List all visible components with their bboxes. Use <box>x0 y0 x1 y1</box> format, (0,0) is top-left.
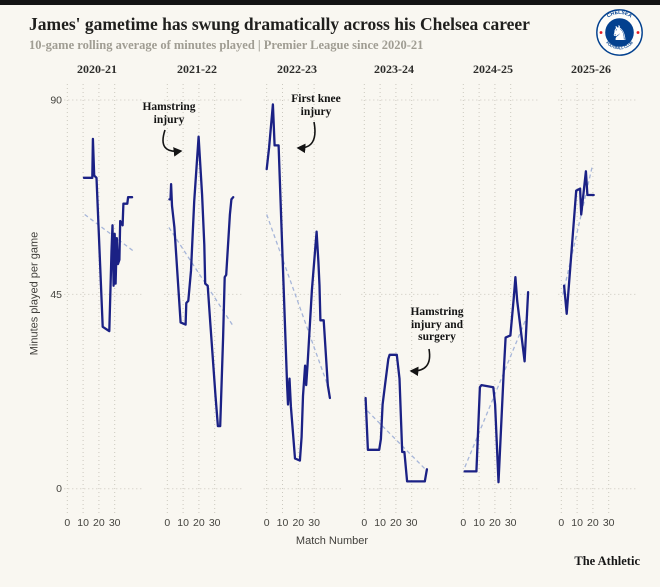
series-line-2021-22 <box>168 135 235 428</box>
y-tick-label: 45 <box>50 289 62 301</box>
series-line-2023-24 <box>364 353 429 483</box>
x-tick-label: 20 <box>93 517 105 529</box>
chart-annotation-hamstring-surgery: Hamstring injury and surgery <box>392 306 482 344</box>
trend-line-2022-23 <box>266 214 331 392</box>
annotation-line: First knee <box>291 93 341 105</box>
the-athletic-logo: The Athletic <box>574 554 640 568</box>
axis-tick-labels: 0 10 20 30 0 10 20 30 0 10 20 30 0 10 20 30 0 10 20 30 0 10 20… <box>50 95 614 529</box>
x-tick-label: 20 <box>390 517 402 529</box>
badge-top-text: CHELSEA <box>606 10 633 20</box>
x-tick-label: 0 <box>64 517 70 529</box>
series-lines <box>82 103 595 484</box>
x-tick-label: 20 <box>587 517 599 529</box>
trend-lines <box>84 166 593 472</box>
series-line-2020-21 <box>82 137 134 333</box>
trend-line-2020-21 <box>84 213 135 252</box>
series-line-2022-23 <box>265 103 332 462</box>
x-tick-label: 30 <box>109 517 121 529</box>
badge-inner-circle <box>605 18 634 47</box>
badge-red-dot-right <box>636 31 640 34</box>
chelsea-lion-icon: ♞ <box>610 21 628 45</box>
page-title: James' gametime has swung dramatically a… <box>29 14 530 34</box>
season-label-2020-21: 2020-21 <box>77 62 117 76</box>
annotation-arrow <box>296 121 316 154</box>
x-tick-label: 10 <box>571 517 583 529</box>
x-tick-label: 0 <box>460 517 466 529</box>
x-tick-label: 0 <box>361 517 367 529</box>
annotation-line: injury <box>300 105 332 118</box>
annotation-line: surgery <box>418 331 456 343</box>
season-label-2023-24: 2023-24 <box>374 62 414 76</box>
trend-line-2023-24 <box>366 410 428 472</box>
x-axis-title: Match Number <box>295 535 369 547</box>
x-tick-label: 10 <box>77 517 89 529</box>
chart-annotation-first-knee-injury: First knee injury <box>271 93 361 118</box>
annotation-line: injury and <box>410 318 464 331</box>
annotation-arrow <box>162 129 183 157</box>
y-tick-label: 90 <box>50 95 62 107</box>
x-tick-label: 10 <box>374 517 386 529</box>
x-tick-label: 10 <box>177 517 189 529</box>
page-subtitle: 10-game rolling average of minutes playe… <box>29 38 424 52</box>
x-tick-label: 20 <box>193 517 205 529</box>
annotation-arrows <box>162 121 431 377</box>
x-tick-label: 30 <box>209 517 221 529</box>
x-tick-label: 10 <box>473 517 485 529</box>
x-tick-label: 0 <box>264 517 270 529</box>
x-tick-label: 0 <box>164 517 170 529</box>
annotation-arrow <box>409 348 431 377</box>
series-line-2024-25 <box>463 275 530 484</box>
chart-annotation-hamstring-injury: Hamstring injury <box>124 101 214 126</box>
series-line-2025-26 <box>562 170 595 315</box>
y-tick-label: 0 <box>56 483 62 495</box>
x-tick-label: 20 <box>489 517 501 529</box>
x-tick-label: 0 <box>558 517 564 529</box>
annotation-line: Hamstring <box>142 101 196 113</box>
y-axis-title: Minutes played per game <box>28 231 41 356</box>
season-label-2021-22: 2021-22 <box>177 62 217 76</box>
annotation-line: injury <box>153 113 185 126</box>
x-tick-label: 30 <box>308 517 320 529</box>
top-accent-bar <box>0 0 660 5</box>
season-label-2025-26: 2025-26 <box>571 62 611 76</box>
x-tick-label: 20 <box>292 517 304 529</box>
x-tick-label: 30 <box>406 517 418 529</box>
x-tick-label: 30 <box>505 517 517 529</box>
x-tick-label: 10 <box>277 517 289 529</box>
gridlines <box>64 84 639 513</box>
season-label-2022-23: 2022-23 <box>277 62 317 76</box>
annotation-line: Hamstring <box>410 306 464 318</box>
chelsea-badge: CHELSEA FOOTBALL CLUB ♞ <box>596 9 643 56</box>
season-label-2024-25: 2024-25 <box>473 62 513 76</box>
x-tick-label: 30 <box>603 517 615 529</box>
badge-red-dot-left <box>599 31 603 34</box>
